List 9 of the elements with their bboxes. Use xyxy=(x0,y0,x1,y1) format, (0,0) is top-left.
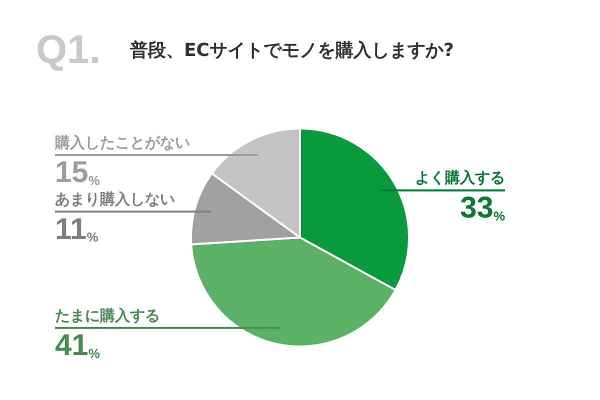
data-label: 41% xyxy=(55,329,100,362)
data-label: 33% xyxy=(460,192,506,225)
data-label: 11% xyxy=(55,212,99,246)
slice-label: よく購入する xyxy=(415,168,505,187)
data-label: 15% xyxy=(55,156,100,190)
slice-label: たまに購入する xyxy=(55,306,160,324)
slice-label: あまり購入しない xyxy=(55,190,175,208)
chart-title: 普段、ECサイトでモノを購入しますか? xyxy=(130,39,454,62)
slice-label: 購入したことがない xyxy=(54,133,190,152)
